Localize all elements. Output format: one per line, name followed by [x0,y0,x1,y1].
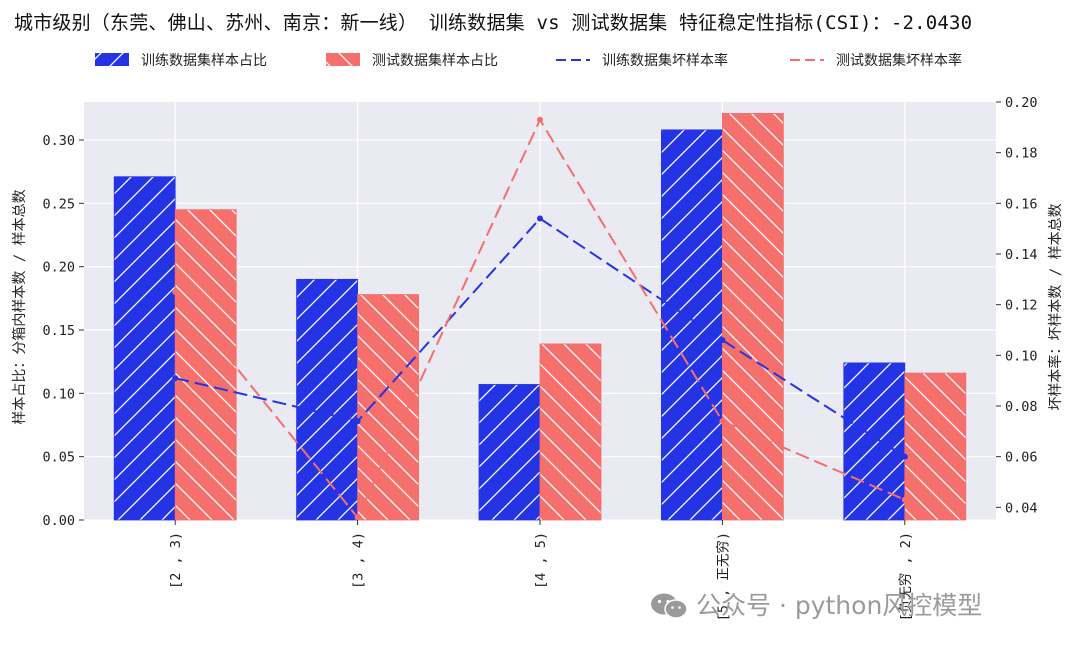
legend-swatch [326,53,360,66]
ytick-label: 0.10 [42,386,75,402]
series-point [901,496,908,503]
bar [661,129,723,521]
series-point [354,514,361,520]
legend-label: 训练数据集坏样本率 [602,52,728,69]
y2tick-label: 0.18 [1005,146,1038,162]
bar [722,113,784,521]
ytick-label: 0.25 [42,196,75,212]
legend-swatch [95,53,129,66]
legend-label: 测试数据集样本占比 [372,52,498,69]
series-point [172,289,179,295]
xtick-label: [负无穷 , 2) [898,532,914,621]
y2tick-label: 0.04 [1005,500,1038,516]
series-point [354,418,361,425]
ytick-label: 0.15 [42,323,75,339]
lines [172,116,908,520]
bar [478,384,541,521]
chart-title: 城市级别（东莞、佛山、苏州、南京：新一线） 训练数据集 vs 测试数据集 特征稳… [14,12,973,34]
series-point [901,453,908,460]
series-point [172,375,179,382]
bar [843,362,906,521]
bar [539,343,602,521]
ytick-label: 0.00 [42,513,75,529]
y2tick-label: 0.14 [1005,247,1038,263]
bar [357,294,420,521]
y2tick-label: 0.20 [1005,95,1038,111]
y2tick-label: 0.16 [1005,196,1038,212]
xtick-label: [4 , 5) [533,532,549,589]
legend: 训练数据集样本占比 测试数据集样本占比 训练数据集坏样本率 测试数据集坏样本率 [95,52,962,69]
watermark: 公众号 · python风控模型 [650,586,982,622]
bar [904,372,967,521]
y2tick-label: 0.08 [1005,399,1038,415]
series-point [537,116,543,123]
bar [174,209,237,521]
y2-axis-label: 坏样本率：坏样本数 / 样本总数 [1047,203,1064,410]
series-point [719,418,726,425]
y2tick-label: 0.12 [1005,298,1038,314]
series-point [537,215,543,222]
ytick-label: 0.20 [42,260,75,276]
xtick-label: [3 , 4) [351,532,367,589]
series-point [719,337,726,344]
ytick-label: 0.30 [42,133,75,149]
watermark-text: 公众号 · python风控模型 [696,591,983,620]
legend-label: 测试数据集坏样本率 [836,52,962,69]
xtick-label: [5 , 正无穷) [715,532,731,621]
ytick-label: 0.05 [42,450,75,466]
axes: 0.00 0.05 0.10 0.15 0.20 0.25 0.30 0.04 0.06 0.08… [12,95,1064,621]
y2tick-label: 0.10 [1005,348,1038,364]
xtick-label: [2 , 3) [168,532,184,589]
y-axis-label: 样本占比：分箱内样本数 / 样本总数 [12,189,28,424]
wechat-icon [651,593,688,619]
bar [113,176,176,521]
bar [296,278,359,521]
y2tick-label: 0.06 [1005,450,1038,466]
legend-label: 训练数据集样本占比 [141,52,267,69]
